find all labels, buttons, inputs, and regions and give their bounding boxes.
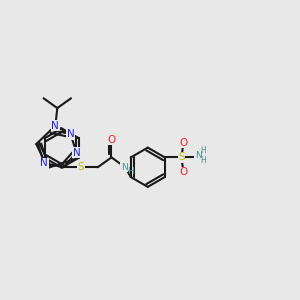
Text: N: N xyxy=(52,121,59,131)
Text: N: N xyxy=(121,163,128,172)
Text: S: S xyxy=(78,162,84,172)
Text: H: H xyxy=(200,146,206,155)
Text: S: S xyxy=(178,152,185,162)
Text: O: O xyxy=(179,167,188,177)
Text: N: N xyxy=(40,158,48,168)
Text: N: N xyxy=(195,151,202,160)
Text: H: H xyxy=(127,167,134,176)
Text: O: O xyxy=(179,138,188,148)
Text: H: H xyxy=(200,156,206,165)
Text: N: N xyxy=(67,129,74,139)
Text: N: N xyxy=(73,148,80,158)
Text: O: O xyxy=(107,135,116,145)
